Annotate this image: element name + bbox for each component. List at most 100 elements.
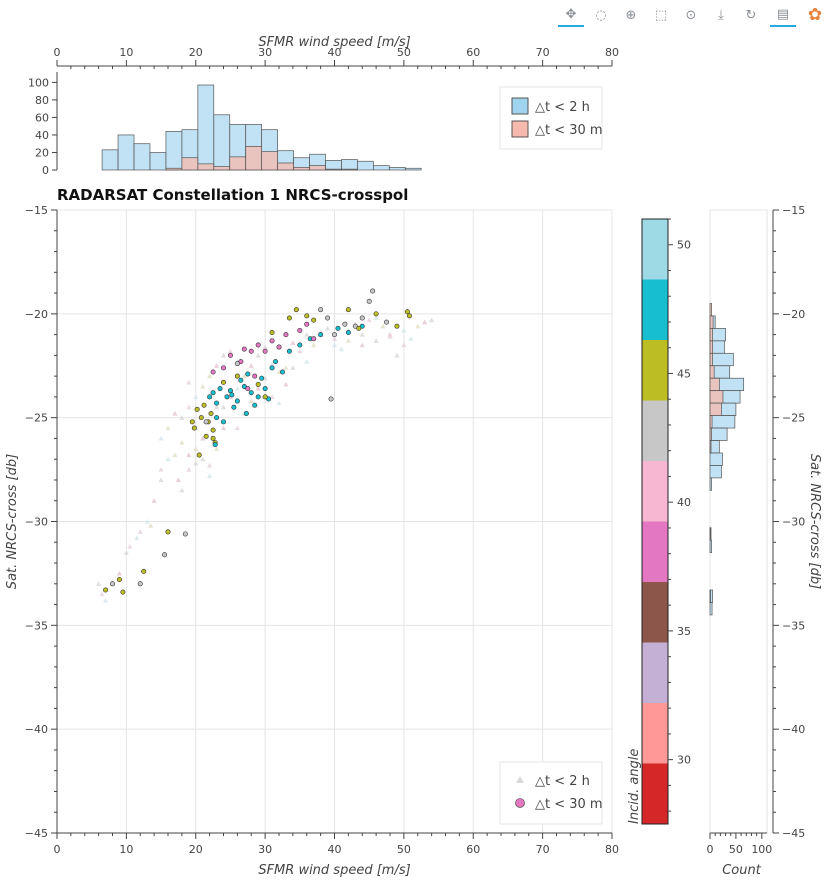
colorbar-segment <box>642 340 668 401</box>
scatter-point-30m <box>229 392 235 398</box>
scatter-point-2h <box>144 518 150 524</box>
scatter-point-30m <box>297 342 303 348</box>
right-hist-bar-2h <box>709 415 736 429</box>
x-tick-label: 40 <box>328 843 342 856</box>
scatter-point-30m <box>293 307 299 313</box>
top-hist-bar-2h <box>325 160 342 171</box>
top-legend-swatch-30m <box>511 120 529 138</box>
scatter-point-2h <box>186 379 192 385</box>
scatter-point-2h <box>200 435 206 441</box>
pan-tool[interactable]: ✥ <box>558 3 584 27</box>
legend-marker-2h <box>516 776 524 783</box>
wheel-zoom-tool[interactable]: ⊙ <box>678 3 704 27</box>
right-hist-bar-30m <box>709 303 712 317</box>
scatter-point-30m <box>286 315 292 321</box>
right-hist-bar-30m <box>709 390 724 404</box>
right-hist-bar-30m <box>709 415 713 429</box>
scatter-point-30m <box>191 425 197 431</box>
scatter-point-30m <box>194 406 200 412</box>
hover-tool[interactable]: ▤ <box>770 3 796 27</box>
right-x-axis-label: Count <box>722 863 762 878</box>
scatter-point-30m <box>342 321 348 327</box>
scatter-point-30m <box>248 390 254 396</box>
x-axis-label: SFMR wind speed [m/s] <box>258 863 410 878</box>
scatter-point-2h <box>165 425 171 431</box>
scatter-point-2h <box>283 381 289 387</box>
right-hist-bar-30m <box>709 365 715 379</box>
top-hist-bar-2h <box>213 114 231 171</box>
scatter-point-2h <box>297 348 303 354</box>
y-tick-label: −45 <box>25 827 48 840</box>
scatter-point-30m <box>245 371 251 377</box>
scatter-point-30m <box>189 419 195 425</box>
scatter-point-2h <box>172 410 178 416</box>
scatter-point-2h <box>172 452 178 458</box>
scatter-point-2h <box>331 342 338 348</box>
hover-icon: ▤ <box>776 6 790 22</box>
top-hist-bar-30m <box>245 145 263 171</box>
right-hist-bar-2h <box>709 352 734 367</box>
scatter-point-30m <box>394 323 400 329</box>
top-x-tick-label: 10 <box>119 46 133 59</box>
scatter-point-30m <box>297 327 303 333</box>
right-hist-bar-30m <box>709 352 713 367</box>
right-hist-bar-30m <box>709 440 712 454</box>
pan-icon: ✥ <box>565 6 577 22</box>
scatter-point-2h <box>186 404 192 410</box>
scatter-point-30m <box>286 348 292 354</box>
top-x-axis-label: SFMR wind speed [m/s] <box>258 35 410 50</box>
scatter-point-30m <box>304 313 310 319</box>
scatter-point-2h <box>241 373 247 379</box>
scatter-point-30m <box>221 379 227 385</box>
top-hist-bar-2h <box>101 149 119 171</box>
top-y-tick-label: 40 <box>35 129 49 142</box>
scatter-point-2h <box>186 452 192 458</box>
scatter-point-30m <box>210 435 216 441</box>
scatter-point-2h <box>99 591 105 597</box>
reset-tool[interactable]: ↻ <box>738 3 764 27</box>
colorbar-segment <box>642 400 668 461</box>
scatter-point-30m <box>221 419 227 425</box>
scatter-point-2h <box>158 466 164 472</box>
x-tick-label: 70 <box>536 843 550 856</box>
scatter-point-2h <box>359 342 365 348</box>
bokeh-logo[interactable]: ✿ <box>802 3 825 27</box>
colorbar-segment <box>642 521 668 582</box>
scatter-point-30m <box>210 390 216 396</box>
scatter-point-2h <box>116 570 123 576</box>
wheel-zoom-icon: ⊙ <box>685 7 697 23</box>
right-y-tick-label: −30 <box>782 516 805 529</box>
scatter-point-2h <box>137 529 143 534</box>
box-select-tool[interactable]: ⬚ <box>648 3 674 27</box>
main-legend: △t < 2 h △t < 30 m <box>499 761 603 825</box>
right-hist-bar-2h <box>709 465 722 479</box>
scatter-point-30m <box>318 332 324 338</box>
scatter-point-30m <box>404 309 410 315</box>
top-y-tick-label: 60 <box>35 111 49 124</box>
right-y-tick-label: −20 <box>782 308 805 321</box>
scatter-point-2h <box>200 456 206 462</box>
scatter-point-2h <box>359 332 365 337</box>
colorbar-frame <box>641 218 669 825</box>
x-tick-label: 60 <box>466 843 480 856</box>
scatter-point-2h <box>220 352 227 358</box>
lasso-select-tool[interactable]: ◌ <box>588 3 614 27</box>
scatter-point-2h <box>102 597 109 603</box>
top-hist-bar-30m <box>181 157 199 171</box>
save-tool[interactable]: ⤓ <box>708 3 734 27</box>
top-hist-bar-2h <box>357 160 374 171</box>
top-hist-bar-2h <box>373 165 390 171</box>
top-x-tick-label: 30 <box>258 46 272 59</box>
scatter-point-2h <box>324 325 331 331</box>
scatter-point-2h <box>373 338 379 343</box>
scatter-point-30m <box>373 311 379 317</box>
right-hist-bar-30m <box>709 427 712 441</box>
scatter-point-30m <box>304 321 310 327</box>
top-x-tick-label: 40 <box>328 46 342 59</box>
right-hist-bar-30m <box>709 402 722 416</box>
scatter-point-2h <box>213 404 220 410</box>
top-hist-bar-30m <box>197 163 215 171</box>
zoom-in-tool[interactable]: ⊕ <box>618 3 644 27</box>
scatter-point-30m <box>227 388 233 394</box>
